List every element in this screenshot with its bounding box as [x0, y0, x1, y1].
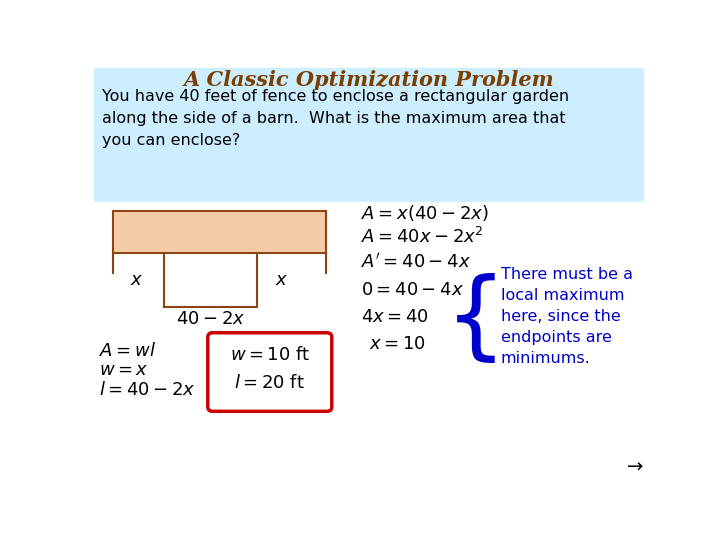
Text: You have 40 feet of fence to enclose a rectangular garden
along the side of a ba: You have 40 feet of fence to enclose a r…: [102, 89, 570, 148]
FancyBboxPatch shape: [94, 68, 644, 202]
Text: $l = 40-2x$: $l = 40-2x$: [99, 381, 196, 399]
FancyBboxPatch shape: [208, 333, 332, 411]
Text: $0 = 40-4x$: $0 = 40-4x$: [361, 281, 464, 299]
Text: $x$: $x$: [275, 272, 288, 289]
Text: $A = wl$: $A = wl$: [99, 342, 156, 360]
Text: $w = 10\ \mathrm{ft}$: $w = 10\ \mathrm{ft}$: [230, 346, 310, 364]
Text: $l = 20\ \mathrm{ft}$: $l = 20\ \mathrm{ft}$: [235, 374, 305, 392]
Text: $40-2x$: $40-2x$: [176, 310, 245, 328]
Text: $x$: $x$: [130, 272, 143, 289]
Text: $A = x\left(40-2x\right)$: $A = x\left(40-2x\right)$: [361, 202, 489, 222]
Text: →: →: [626, 457, 643, 476]
Text: A Classic Optimization Problem: A Classic Optimization Problem: [184, 70, 554, 90]
Text: $x = 10$: $x = 10$: [369, 335, 426, 353]
FancyBboxPatch shape: [113, 211, 326, 253]
Text: $4x = 40$: $4x = 40$: [361, 308, 429, 326]
Text: $w = x$: $w = x$: [99, 361, 149, 380]
Text: $A' = 40-4x$: $A' = 40-4x$: [361, 252, 471, 272]
Text: There must be a
local maximum
here, since the
endpoints are
minimums.: There must be a local maximum here, sinc…: [500, 267, 633, 366]
Text: $\{$: $\{$: [444, 272, 495, 366]
Text: $A = 40x-2x^2$: $A = 40x-2x^2$: [361, 227, 484, 247]
